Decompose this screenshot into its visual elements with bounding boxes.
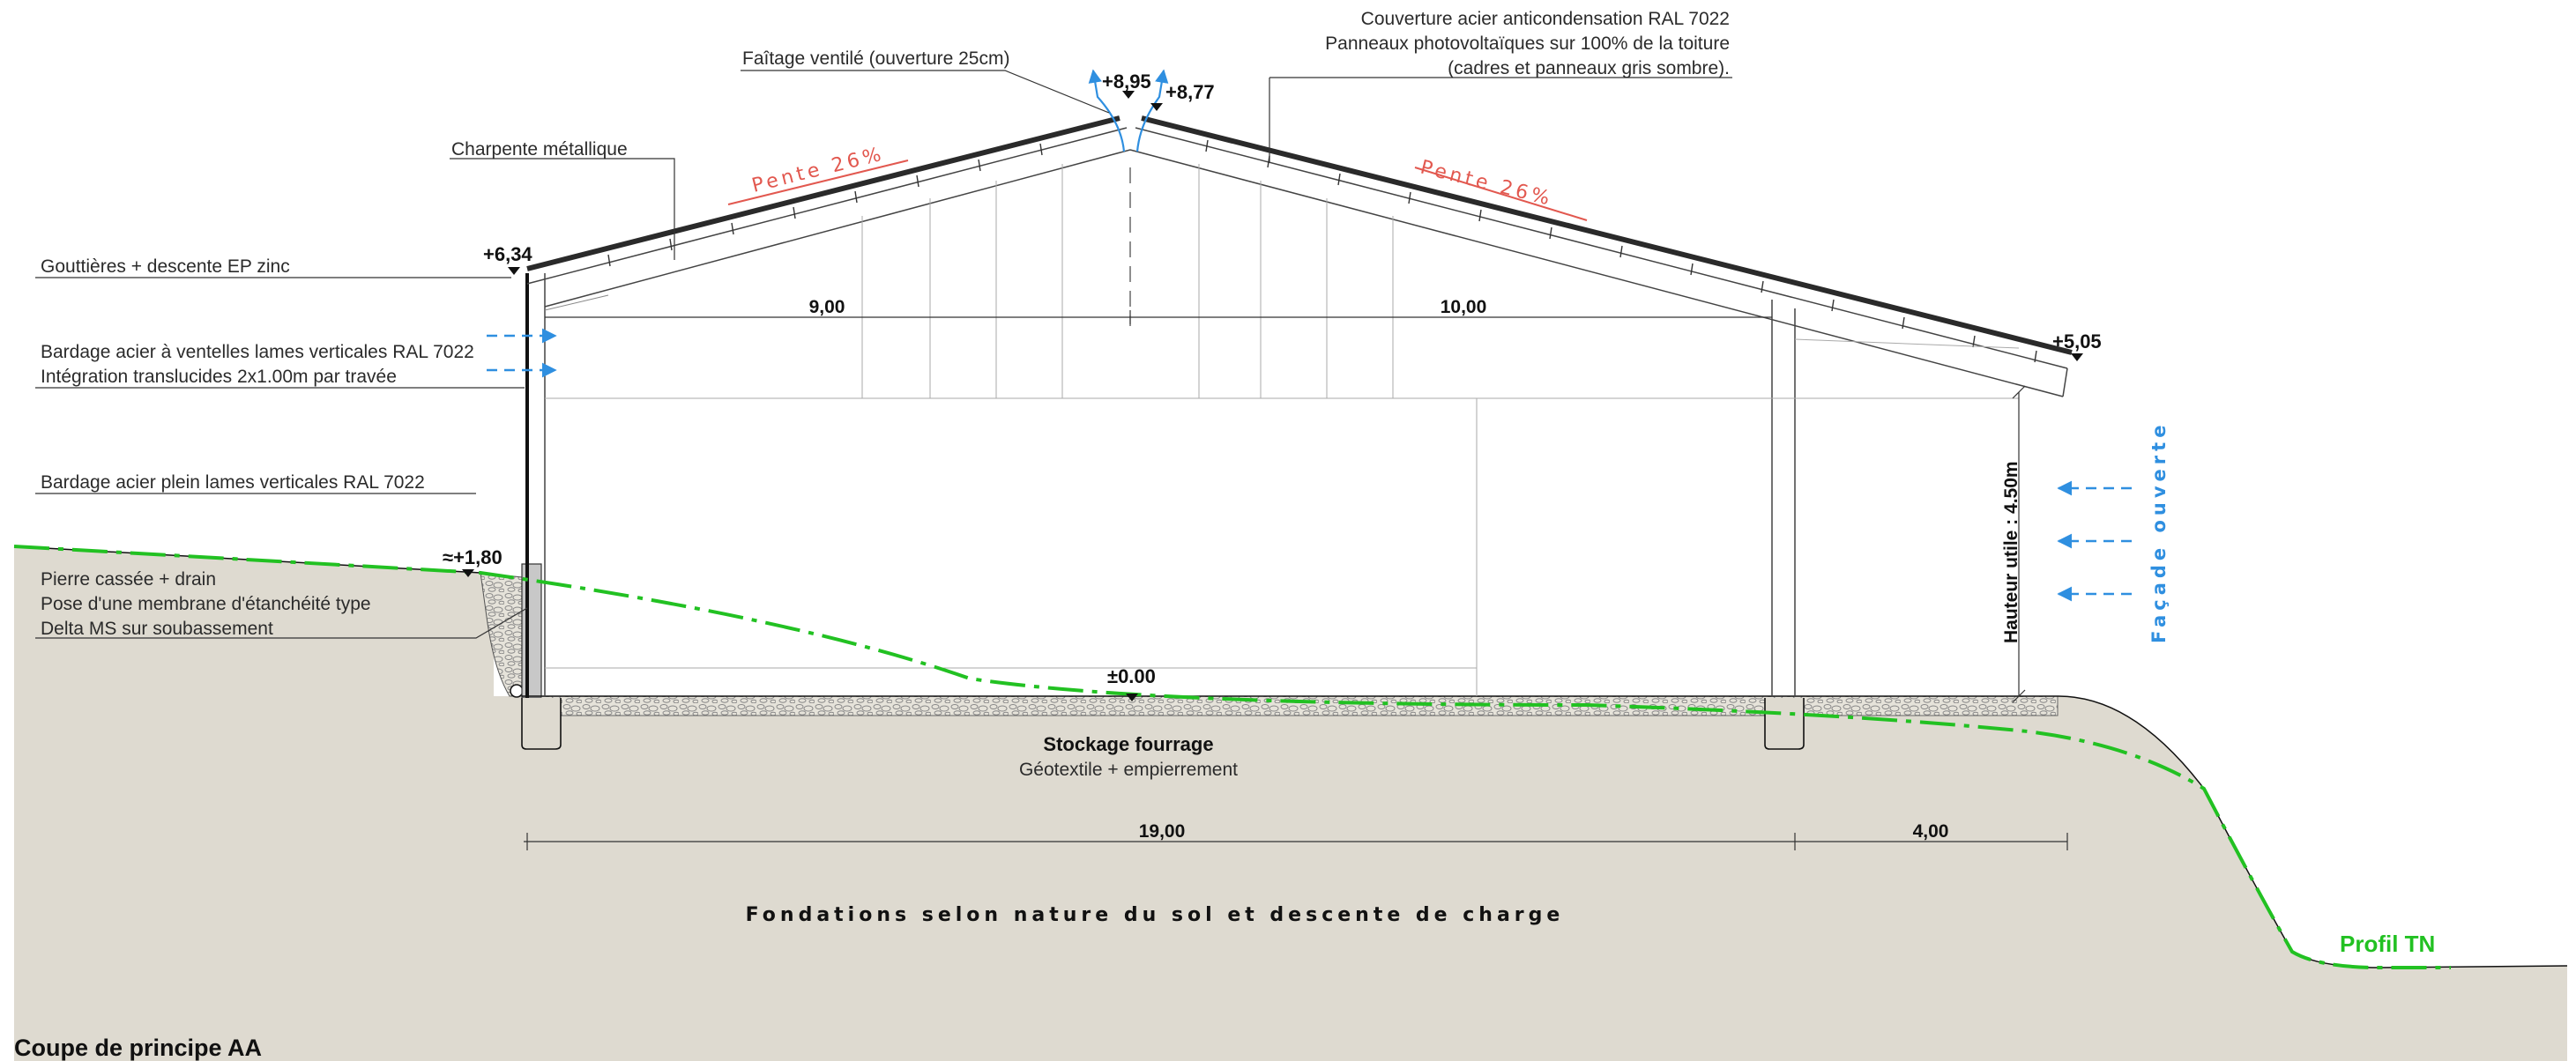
- roof-cover-left: [526, 115, 1120, 271]
- roof-purlins: [607, 139, 2037, 363]
- ridge-vent-arrow-right: [1135, 69, 1169, 152]
- plinth-wall: [521, 563, 542, 699]
- level-floor: ±0.00: [1107, 665, 1156, 687]
- footing-left: [521, 698, 562, 750]
- label-couverture-3: (cadres et panneaux gris sombre).: [1448, 58, 1730, 78]
- footing-right: [1764, 698, 1805, 750]
- dim-overhang: 4,00: [1913, 821, 1949, 842]
- roof-cover-right: [1141, 115, 2073, 355]
- label-translucides: Intégration translucides 2x1.00m par tra…: [41, 367, 397, 387]
- dim-span-left: 9,00: [809, 297, 845, 317]
- dimension-span-lines: [524, 310, 2068, 850]
- label-bardage-plein: Bardage acier plein lames verticales RAL…: [41, 472, 425, 493]
- dim-overall: 19,00: [1139, 821, 1186, 842]
- label-stockage: Stockage fourrage: [1043, 733, 1213, 755]
- label-facade-ouverte: Façade ouverte: [2148, 421, 2170, 643]
- floor-gravel: [540, 695, 2059, 716]
- rafter-left-bottom: [544, 149, 1131, 308]
- label-bardage-ventelles: Bardage acier à ventelles lames vertical…: [41, 342, 474, 362]
- drawing-title: Coupe de principe AA: [14, 1035, 262, 1061]
- ridge-vent-arrow-left: [1088, 69, 1126, 152]
- eave-right-end: [2062, 367, 2068, 397]
- label-geotextile: Géotextile + empierrement: [1019, 760, 1238, 780]
- label-pierre: Pierre cassée + drain: [41, 569, 216, 590]
- label-membrane: Pose d'une membrane d'étanchéité type: [41, 594, 371, 614]
- profil-tn-line: [13, 545, 2451, 969]
- ground-mass: [14, 546, 2567, 1061]
- level-ridge-low: +8,77: [1165, 81, 1215, 103]
- label-delta: Delta MS sur soubassement: [41, 619, 273, 639]
- slope-line-left: [727, 160, 909, 205]
- slope-line-right: [1414, 167, 1588, 221]
- level-eave-right: +5,05: [2052, 330, 2102, 352]
- level-markers: [462, 91, 2083, 701]
- eave-left-brace: [544, 294, 609, 311]
- label-charpente: Charpente métallique: [451, 139, 628, 160]
- label-fondations: Fondations selon nature du sol et descen…: [746, 904, 1565, 926]
- interior-gable: [545, 164, 2020, 696]
- rafter-right-bottom: [1129, 149, 2064, 397]
- level-ridge-high: +8,95: [1102, 70, 1151, 93]
- level-eave-left: +6,34: [483, 243, 532, 265]
- label-gouttieres: Gouttières + descente EP zinc: [41, 256, 290, 277]
- label-couverture-2: Panneaux photovoltaïques sur 100% de la …: [1325, 33, 1730, 54]
- dim-span-right: 10,00: [1441, 297, 1487, 317]
- label-profil-tn: Profil TN: [2340, 931, 2435, 957]
- rafter-left-top: [526, 127, 1128, 285]
- level-ground-left: ≈+1,80: [443, 546, 503, 568]
- drain-pipe: [510, 684, 524, 698]
- rafter-right-top: [1135, 127, 2068, 369]
- leader-lines: [35, 70, 1732, 639]
- label-couverture-1: Couverture acier anticondensation RAL 70…: [1361, 9, 1730, 29]
- label-faitage: Faîtage ventilé (ouverture 25cm): [742, 48, 1009, 69]
- label-hauteur-utile: Hauteur utile : 4.50m: [2001, 461, 2021, 643]
